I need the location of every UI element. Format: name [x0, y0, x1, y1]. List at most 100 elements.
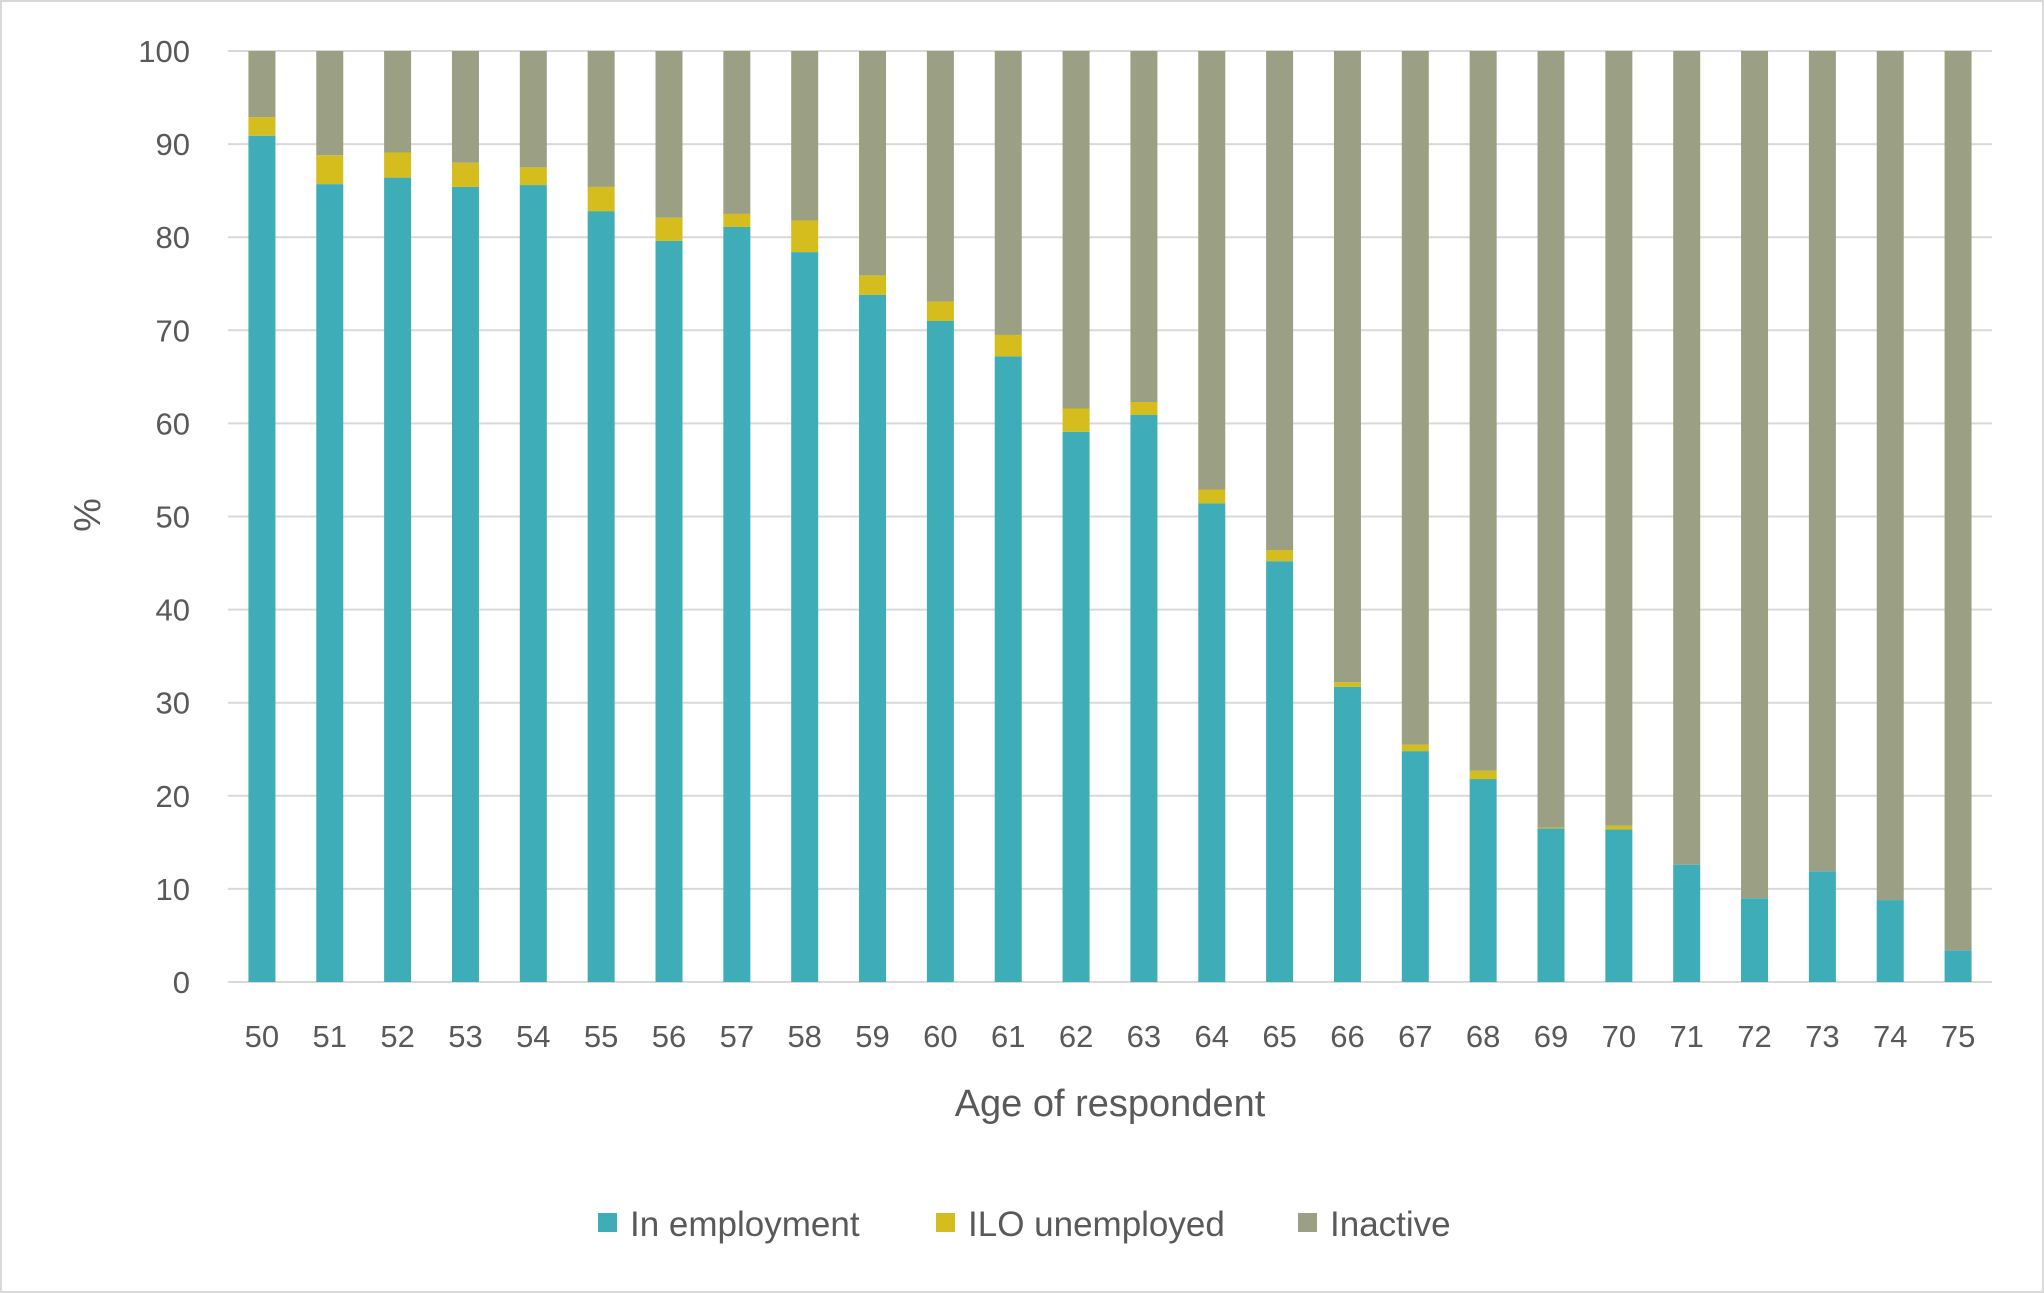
bar-segment-in-employment [723, 226, 751, 983]
y-tick-label: 90 [156, 127, 190, 162]
bar-segment-in-employment [926, 320, 954, 982]
bar-segment-inactive [1062, 51, 1090, 409]
bar-segment-in-employment [1401, 751, 1429, 982]
bar-segment-ilo-unemployed [859, 275, 887, 295]
x-tick-label: 73 [1805, 1019, 1839, 1054]
bar-segment-inactive [519, 51, 547, 168]
bar-segment-inactive [926, 51, 954, 302]
y-axis-title: % [67, 498, 109, 532]
bar-segment-inactive [1198, 51, 1226, 490]
x-tick-label: 50 [245, 1019, 279, 1054]
bar-segment-inactive [994, 51, 1022, 335]
bar-segment-ilo-unemployed [1266, 550, 1294, 562]
bar-segment-in-employment [451, 186, 479, 982]
x-tick-label: 74 [1873, 1019, 1907, 1054]
bar-segment-inactive [451, 51, 479, 163]
y-tick-label: 20 [156, 779, 190, 814]
legend-swatch [598, 1213, 617, 1232]
x-tick-label: 64 [1195, 1019, 1229, 1054]
bar-segment-inactive [1673, 51, 1701, 865]
bar-segment-in-employment [1062, 431, 1090, 982]
bar-segment-in-employment [1605, 829, 1633, 982]
bar-segment-in-employment [248, 135, 276, 982]
y-tick-label: 100 [138, 34, 190, 69]
y-tick-label: 60 [156, 406, 190, 441]
bar-segment-ilo-unemployed [451, 162, 479, 187]
legend-label: Inactive [1330, 1205, 1451, 1244]
bar-segment-inactive [587, 51, 615, 187]
bar-segment-ilo-unemployed [1401, 744, 1429, 752]
x-tick-label: 62 [1059, 1019, 1093, 1054]
bar-segment-inactive [1537, 51, 1565, 828]
y-tick-label: 80 [156, 220, 190, 255]
bar-segment-ilo-unemployed [519, 167, 547, 186]
x-tick-label: 69 [1534, 1019, 1568, 1054]
bar-segment-ilo-unemployed [1469, 770, 1497, 780]
bar-segment-in-employment [791, 252, 819, 982]
x-axis-title: Age of respondent [955, 1083, 1266, 1125]
bar-segment-inactive [1944, 51, 1972, 951]
bar-segment-in-employment [1469, 779, 1497, 982]
y-tick-label: 0 [173, 965, 190, 1000]
bar-segment-ilo-unemployed [1333, 682, 1361, 687]
x-tick-label: 55 [584, 1019, 618, 1054]
legend-swatch [936, 1213, 955, 1232]
y-tick-label: 50 [156, 500, 190, 535]
bar-segment-ilo-unemployed [384, 152, 412, 178]
bar-segment-in-employment [1944, 950, 1972, 982]
bar-segment-ilo-unemployed [248, 117, 276, 136]
bar-segment-in-employment [1673, 864, 1701, 982]
bar-segment-in-employment [655, 240, 683, 982]
bar-segment-ilo-unemployed [1198, 489, 1226, 504]
bar-segment-inactive [1741, 51, 1769, 899]
y-tick-label: 10 [156, 872, 190, 907]
bar-segment-in-employment [1333, 686, 1361, 982]
bar-segment-inactive [1130, 51, 1158, 402]
x-tick-label: 57 [720, 1019, 754, 1054]
bar-segment-inactive [791, 51, 819, 221]
y-tick-label: 70 [156, 313, 190, 348]
x-tick-label: 65 [1262, 1019, 1296, 1054]
x-tick-label: 61 [991, 1019, 1025, 1054]
bar-segment-ilo-unemployed [1130, 401, 1158, 416]
x-tick-label: 53 [448, 1019, 482, 1054]
bar-segment-in-employment [587, 211, 615, 982]
bar-segment-in-employment [859, 294, 887, 982]
x-tick-label: 51 [313, 1019, 347, 1054]
bar-segment-ilo-unemployed [1537, 827, 1565, 829]
bar-segment-in-employment [1808, 871, 1836, 982]
bar-segment-inactive [1469, 51, 1497, 771]
bar-segment-inactive [1266, 51, 1294, 551]
x-tick-label: 58 [787, 1019, 821, 1054]
bar-segment-in-employment [1876, 900, 1904, 982]
bar-segment-inactive [1876, 51, 1904, 901]
bar-segment-in-employment [316, 184, 344, 982]
legend-label: In employment [630, 1205, 860, 1244]
bar-segment-in-employment [519, 185, 547, 983]
bar-segment-in-employment [1130, 415, 1158, 982]
x-tick-label: 59 [855, 1019, 889, 1054]
bar-segment-in-employment [1266, 561, 1294, 982]
legend: In employment ILO unemployed Inactive [598, 1205, 1451, 1244]
bar-segment-in-employment [384, 177, 412, 983]
bar-segment-ilo-unemployed [791, 220, 819, 253]
y-tick-label: 40 [156, 593, 190, 628]
legend-label: ILO unemployed [968, 1205, 1225, 1244]
x-tick-label: 67 [1398, 1019, 1432, 1054]
bar-segment-inactive [384, 51, 412, 153]
legend-swatch [1298, 1213, 1317, 1232]
bar-segment-ilo-unemployed [723, 213, 751, 227]
bar-segment-ilo-unemployed [316, 155, 344, 185]
bar-segment-inactive [248, 51, 276, 118]
bar-segment-ilo-unemployed [1062, 408, 1090, 432]
bar-segment-ilo-unemployed [587, 186, 615, 212]
x-tick-label: 72 [1737, 1019, 1771, 1054]
bar-segment-in-employment [994, 356, 1022, 982]
bar-segment-inactive [723, 51, 751, 214]
bar-segment-in-employment [1198, 503, 1226, 982]
bar-segment-inactive [1808, 51, 1836, 872]
x-tick-label: 68 [1466, 1019, 1500, 1054]
x-tick-label: 66 [1330, 1019, 1364, 1054]
x-tick-label: 75 [1941, 1019, 1975, 1054]
